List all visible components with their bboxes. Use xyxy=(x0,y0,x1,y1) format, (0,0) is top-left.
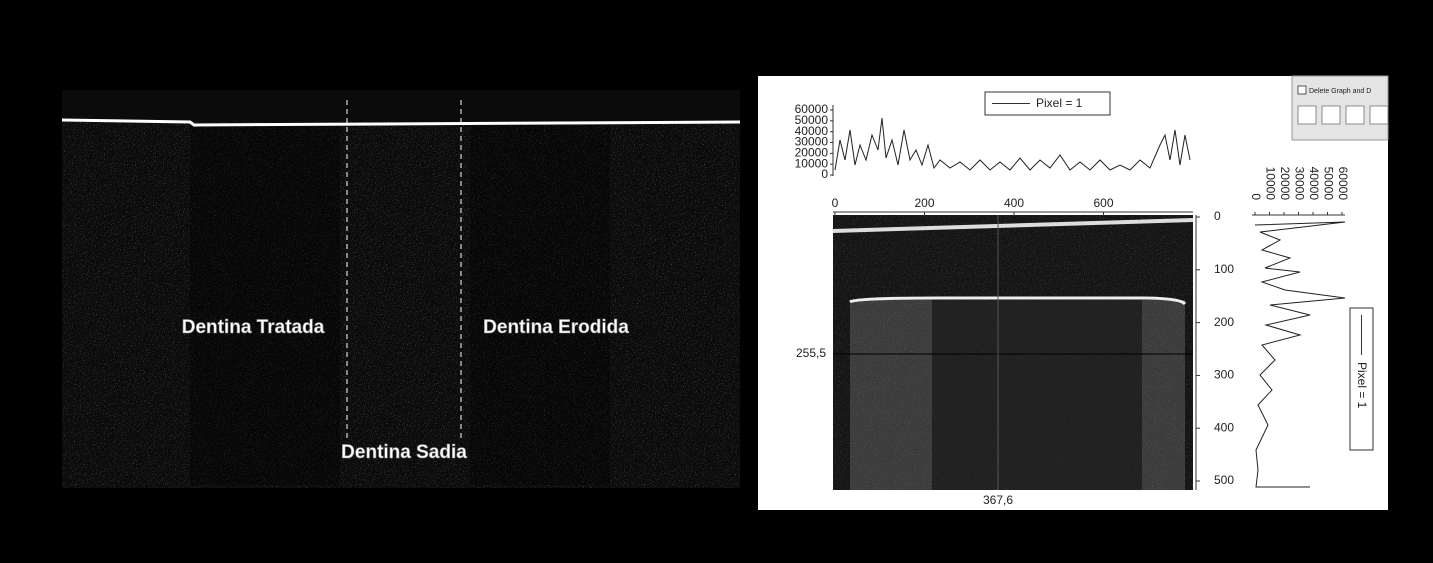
figure: Dentina Tratada Dentina Erodida Dentina … xyxy=(0,0,1433,563)
x-tick-label: 200 xyxy=(914,196,934,210)
tool-button[interactable] xyxy=(1322,106,1340,124)
region-label: Dentina Tratada xyxy=(182,317,325,338)
region-label: Dentina Sadia xyxy=(341,442,467,463)
x-tick-label: 60000 xyxy=(1336,167,1350,201)
x-tick-label: 600 xyxy=(1093,196,1113,210)
oct-shadow xyxy=(470,125,610,485)
y-tick-label: 0 xyxy=(1214,209,1221,223)
legend-text: Pixel = 1 xyxy=(1036,96,1083,110)
y-tick-label: 200 xyxy=(1214,315,1234,329)
dialog: Delete Graph and D xyxy=(1292,76,1388,140)
oct-image: Dentina Tratada Dentina Erodida Dentina … xyxy=(62,90,740,488)
software-window: Delete Graph and D Pixel = 1 255 xyxy=(758,76,1388,510)
x-tick-label: 20000 xyxy=(1278,167,1292,201)
cursor-label: 255,5 xyxy=(796,346,826,360)
x-tick-label: 0 xyxy=(1249,193,1263,200)
y-tick-label: 500 xyxy=(1214,473,1234,487)
oct-shadow xyxy=(190,125,340,485)
tool-button[interactable] xyxy=(1298,106,1316,124)
y-tick-label: 300 xyxy=(1214,368,1234,382)
x-tick-label: 0 xyxy=(832,196,839,210)
profile-image: 255,5 367,6 xyxy=(796,212,1196,507)
y-tick-label: 0 xyxy=(821,167,828,181)
tool-button[interactable] xyxy=(1370,106,1388,124)
x-tick-label: 50000 xyxy=(1321,167,1335,201)
legend-text: Pixel = 1 xyxy=(1355,362,1369,409)
x-tick-label: 30000 xyxy=(1292,167,1306,201)
dark-region xyxy=(932,300,1142,490)
cursor-label: 367,6 xyxy=(983,493,1013,507)
checkbox[interactable] xyxy=(1298,86,1306,94)
region-label: Dentina Erodida xyxy=(483,317,629,338)
x-tick-label: 400 xyxy=(1004,196,1024,210)
x-tick-label: 40000 xyxy=(1307,167,1321,201)
y-tick-label: 100 xyxy=(1214,262,1234,276)
oct-speckle xyxy=(62,122,740,488)
checkbox-label: Delete Graph and D xyxy=(1309,88,1371,95)
tool-button[interactable] xyxy=(1346,106,1364,124)
x-tick-label: 10000 xyxy=(1263,167,1277,201)
y-tick-label: 400 xyxy=(1214,420,1234,434)
